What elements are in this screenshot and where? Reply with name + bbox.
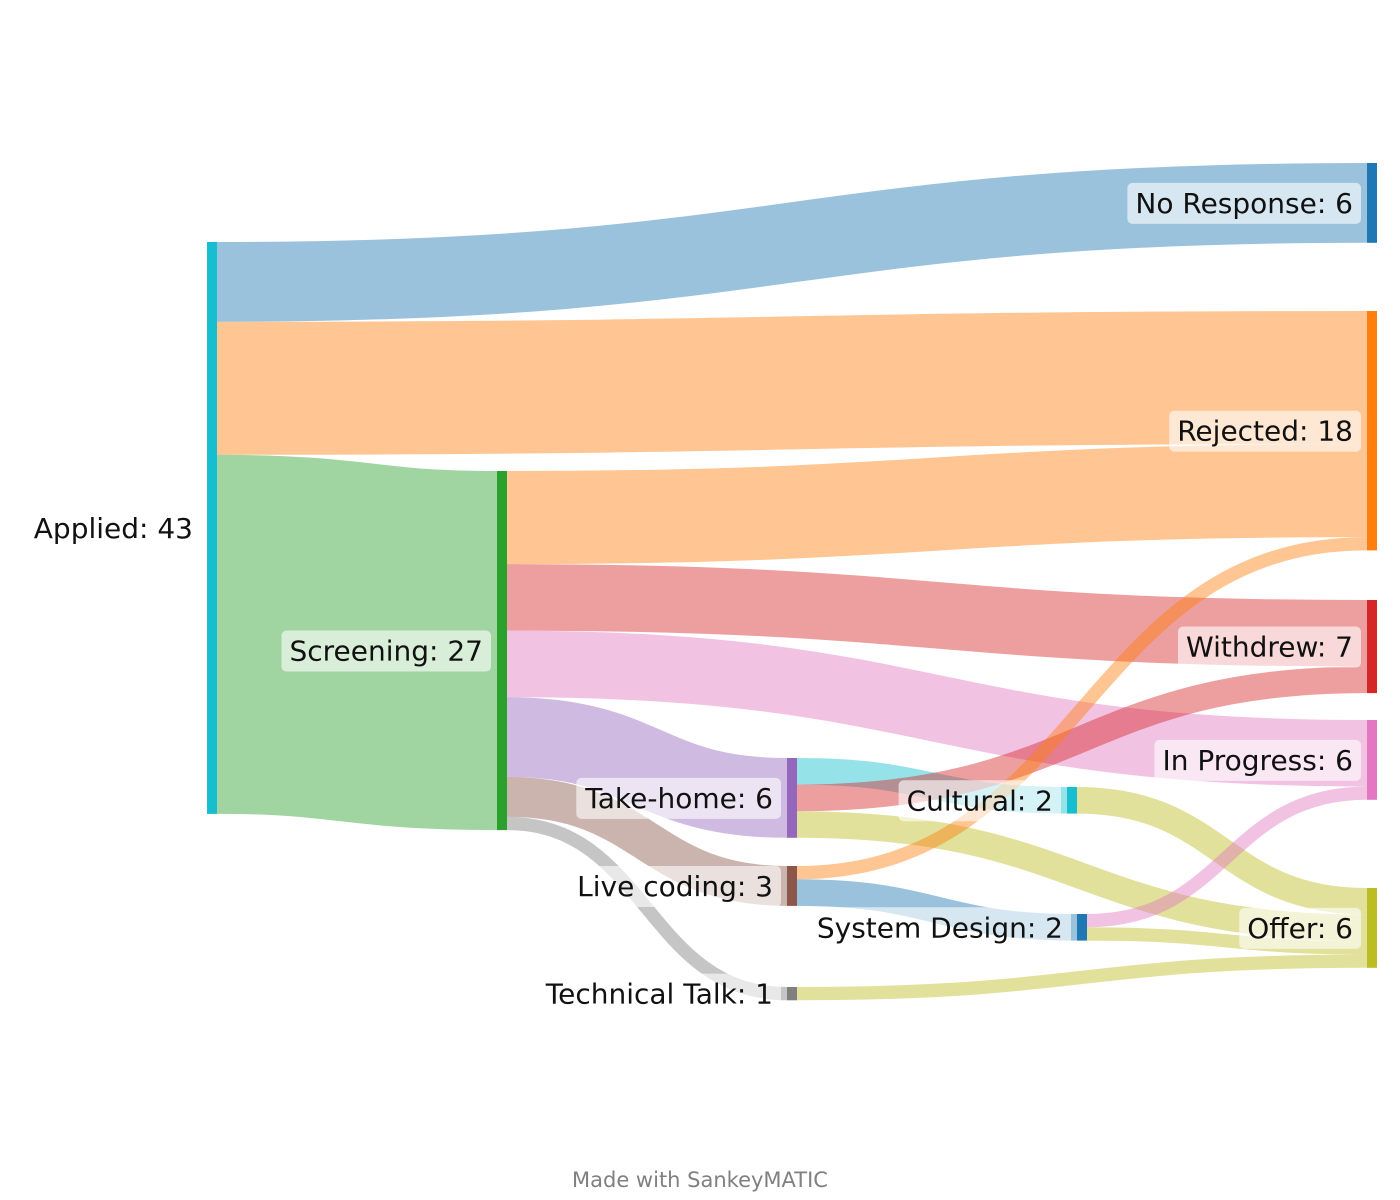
label-rejected-background — [1169, 410, 1361, 452]
node-cultural — [1067, 787, 1077, 814]
flow-applied-to-rejected — [216, 311, 1368, 455]
label-screening-background — [281, 630, 491, 672]
label-offer-background — [1239, 907, 1361, 949]
label-withdrew: Withdrew: 7 — [1186, 631, 1353, 664]
label-withdrew-background — [1178, 626, 1361, 668]
stage-labels: Applied: 43 Screening: 27 Take-home: 6 Live… — [34, 182, 1361, 1015]
label-noresponse: No Response: 6 — [1135, 187, 1353, 220]
label-inprogress-background — [1154, 739, 1361, 781]
node-offer — [1367, 888, 1377, 968]
label-applied: Applied: 43 — [34, 512, 193, 545]
node-inprogress — [1367, 720, 1377, 800]
flow-techtalk-to-offer — [796, 954, 1368, 1001]
node-takehome — [787, 758, 797, 838]
label-noresponse-background — [1127, 182, 1361, 224]
node-withdrew — [1367, 600, 1377, 694]
node-screening — [497, 471, 507, 831]
node-rejected — [1367, 311, 1377, 551]
label-sysdesign: System Design: 2 — [817, 911, 1063, 944]
node-sysdesign — [1077, 914, 1087, 941]
node-noresponse — [1367, 163, 1377, 243]
flow-sysdesign-to-inprogress — [1086, 786, 1368, 928]
label-takehome: Take-home: 6 — [584, 782, 773, 815]
label-livecoding-background — [569, 865, 781, 907]
label-inprogress: In Progress: 6 — [1162, 744, 1353, 777]
label-takehome-background — [576, 777, 781, 819]
label-techtalk: Technical Talk: 1 — [545, 978, 773, 1011]
node-techtalk — [787, 987, 797, 1001]
flow-screening-to-rejected — [506, 444, 1368, 565]
node-livecoding — [787, 866, 797, 906]
flow-livecoding-to-rejected — [796, 537, 1368, 880]
label-techtalk-background — [536, 973, 781, 1015]
label-rejected: Rejected: 18 — [1177, 415, 1353, 448]
node-applied — [207, 242, 217, 814]
credit-text: Made with SankeyMATIC — [572, 1168, 828, 1192]
flow-cultural-to-offer — [1076, 787, 1368, 915]
label-sysdesign-background — [808, 907, 1071, 949]
label-screening: Screening: 27 — [289, 635, 483, 668]
label-livecoding: Live coding: 3 — [577, 870, 773, 903]
label-offer: Offer: 6 — [1247, 912, 1353, 945]
label-cultural: Cultural: 2 — [907, 784, 1053, 817]
label-cultural-background — [898, 780, 1061, 822]
stage-nodes — [207, 163, 1377, 1001]
